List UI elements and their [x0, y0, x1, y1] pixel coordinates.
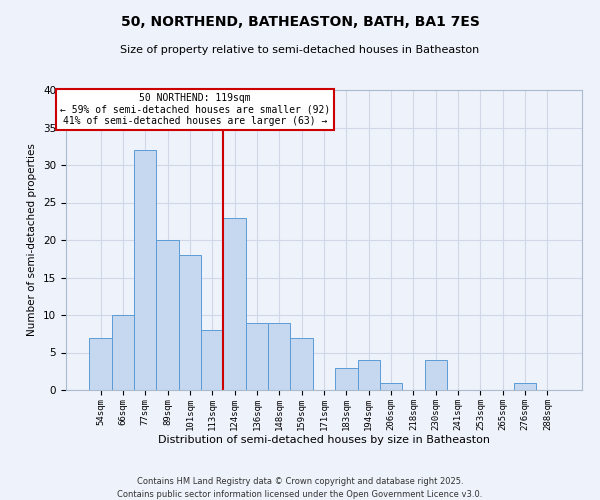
Text: 50, NORTHEND, BATHEASTON, BATH, BA1 7ES: 50, NORTHEND, BATHEASTON, BATH, BA1 7ES [121, 15, 479, 29]
Bar [134, 150, 157, 390]
Bar [358, 360, 380, 390]
Bar [89, 338, 112, 390]
Bar [268, 322, 290, 390]
Bar [112, 315, 134, 390]
Bar [179, 255, 201, 390]
Bar [514, 382, 536, 390]
Bar [290, 338, 313, 390]
X-axis label: Distribution of semi-detached houses by size in Batheaston: Distribution of semi-detached houses by … [158, 436, 490, 446]
Bar [201, 330, 223, 390]
Bar [380, 382, 402, 390]
Text: Contains HM Land Registry data © Crown copyright and database right 2025.: Contains HM Land Registry data © Crown c… [137, 478, 463, 486]
Text: Size of property relative to semi-detached houses in Batheaston: Size of property relative to semi-detach… [121, 45, 479, 55]
Text: Contains public sector information licensed under the Open Government Licence v3: Contains public sector information licen… [118, 490, 482, 499]
Y-axis label: Number of semi-detached properties: Number of semi-detached properties [28, 144, 37, 336]
Text: 50 NORTHEND: 119sqm
← 59% of semi-detached houses are smaller (92)
41% of semi-d: 50 NORTHEND: 119sqm ← 59% of semi-detach… [60, 93, 330, 126]
Bar [157, 240, 179, 390]
Bar [246, 322, 268, 390]
Bar [425, 360, 447, 390]
Bar [335, 368, 358, 390]
Bar [223, 218, 246, 390]
